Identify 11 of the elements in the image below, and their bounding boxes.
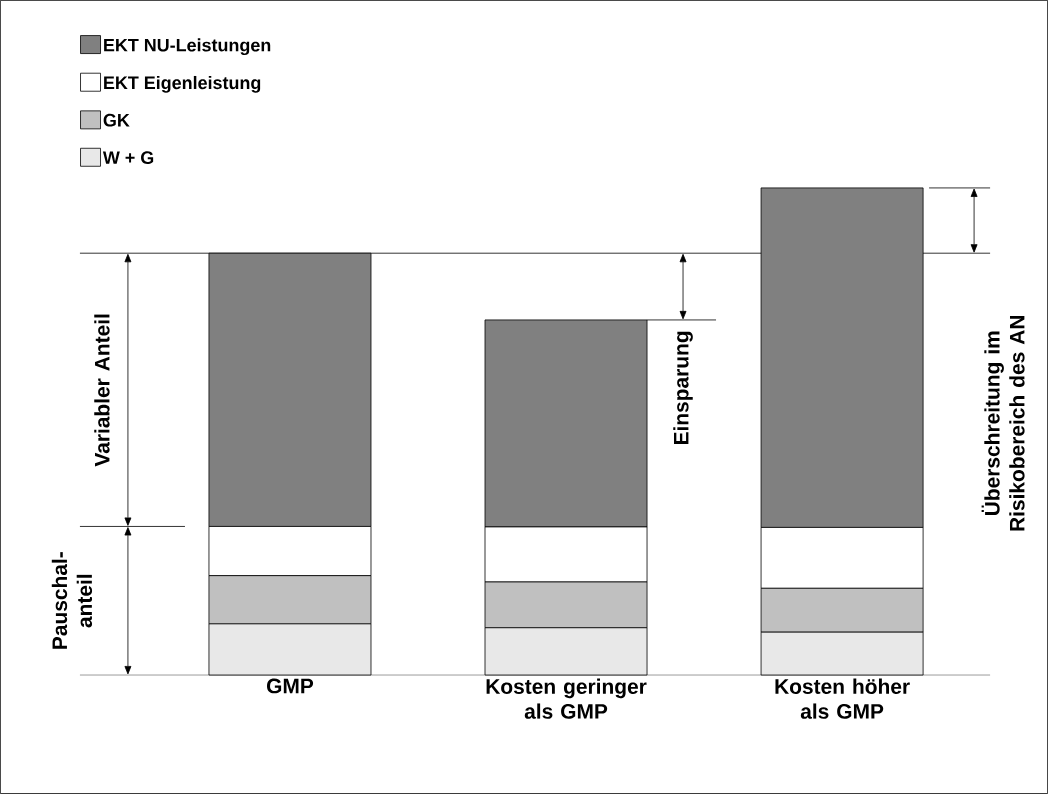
annotation: Einsparung [673, 331, 693, 445]
legend-label: EKT Eigenleistung [104, 76, 261, 93]
annotation: Variabler Anteil [94, 314, 110, 467]
legend-label: EKT NU-Leistungen [104, 38, 271, 56]
x-tick-label: Kosten höher als GMP [775, 678, 910, 719]
annotation: Überschreitung im Risikobereich des AN [981, 316, 1025, 531]
legend-label: GK [103, 113, 130, 127]
x-tick-label: GMP [267, 678, 314, 694]
x-tick-label: Kosten geringer als GMP [486, 678, 647, 719]
annotation: Pauschal-anteil [51, 552, 93, 649]
legend-label: W + G [102, 151, 154, 164]
